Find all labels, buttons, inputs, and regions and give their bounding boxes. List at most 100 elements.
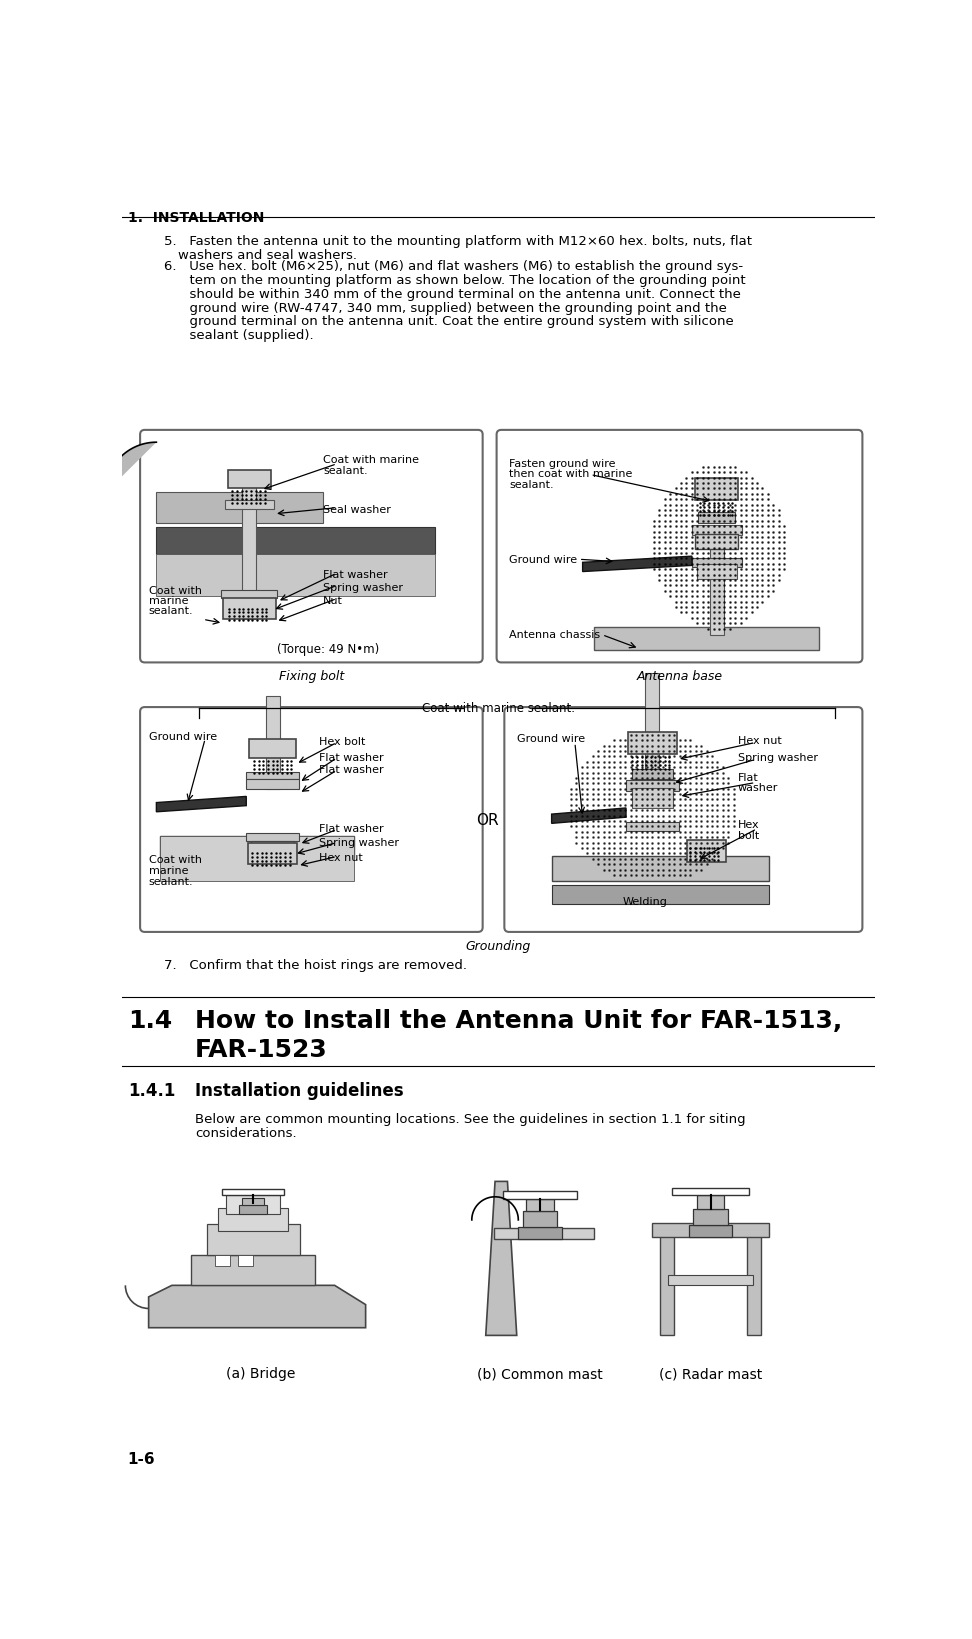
Text: Installation guidelines: Installation guidelines [195,1082,403,1100]
Text: marine: marine [149,597,189,606]
Text: should be within 340 mm of the ground terminal on the antenna unit. Connect the: should be within 340 mm of the ground te… [164,287,741,300]
Text: Flat: Flat [738,772,758,782]
Bar [246,834,299,841]
Bar [695,534,739,551]
Text: Hex bolt: Hex bolt [319,738,365,747]
Text: Below are common mounting locations. See the guidelines in section 1.1 for sitin: Below are common mounting locations. See… [195,1113,746,1126]
Text: 1-6: 1-6 [127,1451,156,1465]
Polygon shape [486,1182,517,1336]
Text: Ground wire: Ground wire [149,731,217,741]
Text: Ground wire: Ground wire [509,554,577,564]
Bar [692,524,742,536]
Polygon shape [552,808,626,824]
Bar [518,1228,562,1239]
Bar [239,1205,267,1214]
Text: Spring washer: Spring washer [738,752,817,762]
Text: Antenna chassis: Antenna chassis [509,629,600,639]
Bar [156,528,435,554]
FancyBboxPatch shape [140,431,483,664]
Text: marine: marine [149,865,189,875]
Bar [626,780,678,792]
Text: ground terminal on the antenna unit. Coat the entire ground system with silicone: ground terminal on the antenna unit. Coa… [164,315,734,328]
Bar [645,674,659,777]
Bar [207,1224,299,1255]
FancyBboxPatch shape [504,708,862,933]
Bar [689,1224,732,1237]
Text: sealant.: sealant. [149,877,193,887]
Text: Flat washer: Flat washer [319,824,384,834]
Bar [265,697,280,790]
Text: Hex: Hex [738,820,759,829]
Text: sealant.: sealant. [323,465,367,475]
Text: 1.  INSTALLATION: 1. INSTALLATION [127,210,264,225]
Text: Flat washer: Flat washer [319,764,384,775]
Text: ground wire (RW-4747, 340 mm, supplied) between the grounding point and the: ground wire (RW-4747, 340 mm, supplied) … [164,302,727,315]
Bar [698,513,735,524]
Text: washer: washer [738,782,778,792]
Bar [246,780,299,790]
Bar [226,1195,280,1214]
Text: Coat with marine sealant.: Coat with marine sealant. [422,701,574,715]
Bar [746,1236,761,1336]
Text: considerations.: considerations. [195,1126,296,1139]
Text: tem on the mounting platform as shown below. The location of the grounding point: tem on the mounting platform as shown be… [164,274,746,287]
Bar [219,1208,288,1231]
Text: 1.4: 1.4 [127,1008,172,1033]
Text: bolt: bolt [738,829,759,841]
Text: washers and seal washers.: washers and seal washers. [178,249,357,262]
Bar [225,500,274,510]
Text: then coat with marine: then coat with marine [509,469,633,479]
Text: 6.   Use hex. bolt (M6×25), nut (M6) and flat washers (M6) to establish the grou: 6. Use hex. bolt (M6×25), nut (M6) and f… [164,259,744,272]
Bar [248,842,297,865]
Text: Antenna base: Antenna base [637,670,722,683]
Bar [250,739,295,759]
Bar [697,564,737,580]
Polygon shape [156,797,246,813]
Text: 5.   Fasten the antenna unit to the mounting platform with M12×60 hex. bolts, nu: 5. Fasten the antenna unit to the mounti… [164,234,752,247]
FancyBboxPatch shape [140,708,483,933]
Text: Coat with: Coat with [149,585,201,595]
Bar [687,841,726,862]
Bar [628,733,677,754]
Bar [160,838,354,882]
Bar [246,772,299,780]
Text: Flat washer: Flat washer [323,570,388,580]
Text: sealant (supplied).: sealant (supplied). [164,329,314,343]
Text: Nut: Nut [323,595,343,605]
Text: Grounding: Grounding [466,939,531,952]
Bar [242,482,257,620]
Text: Spring washer: Spring washer [319,838,399,847]
Text: Ground wire: Ground wire [517,734,585,744]
Bar [660,1236,674,1336]
Bar [156,554,435,597]
Bar [215,1255,230,1267]
Bar [223,598,276,620]
Text: sealant.: sealant. [509,480,554,490]
Bar [697,1195,724,1210]
Bar [503,1192,577,1200]
Text: Seal washer: Seal washer [323,505,391,515]
Text: Fasten ground wire: Fasten ground wire [509,459,615,469]
Text: 7.   Confirm that the hoist rings are removed.: 7. Confirm that the hoist rings are remo… [164,959,468,972]
Bar [695,479,739,500]
Text: OR: OR [476,813,499,828]
Bar [226,600,272,606]
Text: Flat washer: Flat washer [319,752,384,762]
Bar [552,857,769,882]
Text: (Torque: 49 N•m): (Torque: 49 N•m) [276,642,379,656]
Bar [160,838,354,859]
Text: How to Install the Antenna Unit for FAR-1513,: How to Install the Antenna Unit for FAR-… [195,1008,843,1033]
Bar [523,1211,557,1228]
Polygon shape [106,443,156,493]
Bar [672,1188,749,1195]
Text: sealant.: sealant. [149,606,193,616]
Bar [242,1198,264,1205]
Bar [594,628,819,651]
Bar [223,1190,284,1195]
Bar [552,885,769,905]
Bar [251,841,295,851]
Text: FAR-1523: FAR-1523 [195,1037,328,1062]
Text: Fixing bolt: Fixing bolt [279,670,344,683]
Bar [227,470,271,488]
Text: 1.4.1: 1.4.1 [127,1082,175,1100]
